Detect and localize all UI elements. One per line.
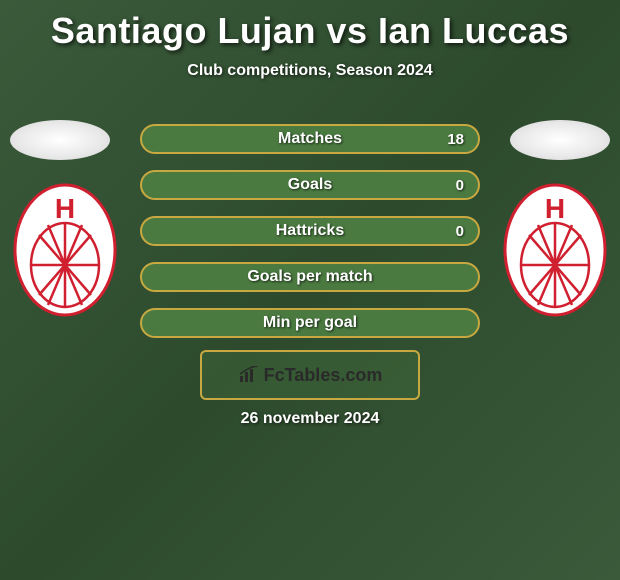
watermark-label: FcTables.com [264,365,383,386]
stat-value-right: 0 [456,177,464,194]
stat-label: Min per goal [263,314,357,332]
team-badge-right: H [500,180,610,320]
svg-text:H: H [55,193,75,224]
team-badge-left: H [10,180,120,320]
stat-row-mpg: Min per goal [140,308,480,338]
stat-row-matches: Matches 18 [140,124,480,154]
date-label: 26 november 2024 [0,410,620,428]
watermark-content: FcTables.com [238,365,383,386]
stat-label: Goals per match [247,268,372,286]
stat-label: Hattricks [276,222,344,240]
stat-label: Goals [288,176,332,194]
page-subtitle: Club competitions, Season 2024 [0,62,620,80]
stat-value-right: 0 [456,223,464,240]
stats-container: Matches 18 Goals 0 Hattricks 0 Goals per… [140,124,480,354]
player-right-head [510,120,610,160]
stat-value-right: 18 [447,131,464,148]
stat-row-goals: Goals 0 [140,170,480,200]
stat-row-gpm: Goals per match [140,262,480,292]
chart-icon [238,366,260,384]
svg-text:H: H [545,193,565,224]
stat-row-hattricks: Hattricks 0 [140,216,480,246]
stat-label: Matches [278,130,342,148]
page-title: Santiago Lujan vs Ian Luccas [0,0,620,52]
watermark: FcTables.com [200,350,420,400]
player-left-head [10,120,110,160]
